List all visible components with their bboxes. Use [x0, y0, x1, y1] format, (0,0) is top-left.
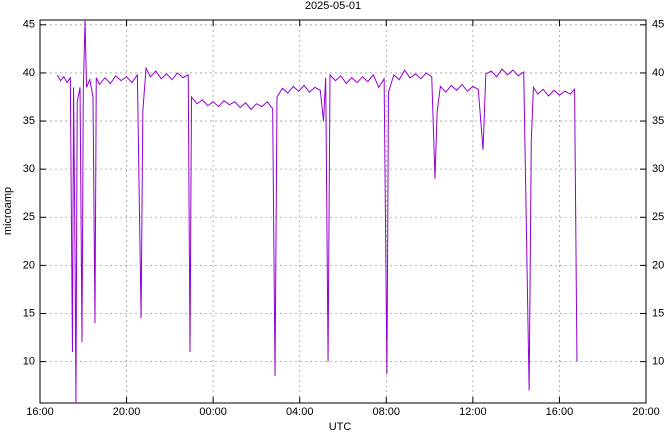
y-tick-label: 15	[23, 307, 35, 319]
data-line	[56, 19, 578, 404]
y-tick-label: 20	[23, 259, 35, 271]
y-tick-label: 25	[23, 211, 35, 223]
y-tick-label: 10	[23, 356, 35, 368]
x-tick-label: 16:00	[26, 406, 54, 418]
x-tick-label: 20:00	[632, 406, 660, 418]
y2-tick-label: 25	[652, 211, 664, 223]
y2-tick-label: 10	[652, 356, 664, 368]
y2-tick-label: 40	[652, 67, 664, 79]
y2-tick-label: 15	[652, 307, 664, 319]
x-tick-label: 16:00	[546, 406, 574, 418]
y-axis-label: microamp	[2, 187, 14, 235]
plot-border	[39, 19, 647, 404]
chart-title: 2025-05-01	[305, 0, 361, 12]
y2-tick-label: 30	[652, 163, 664, 175]
x-tick-label: 20:00	[113, 406, 141, 418]
y2-tick-label: 45	[652, 19, 664, 31]
y-tick-label: 35	[23, 115, 35, 127]
x-tick-label: 04:00	[286, 406, 314, 418]
y-tick-label: 30	[23, 163, 35, 175]
x-axis-label: UTC	[329, 421, 352, 432]
y2-tick-label: 35	[652, 115, 664, 127]
y-tick-label: 40	[23, 67, 35, 79]
x-tick-label: 08:00	[373, 406, 401, 418]
y-tick-label: 45	[23, 19, 35, 31]
x-tick-label: 12:00	[459, 406, 487, 418]
x-tick-label: 00:00	[199, 406, 227, 418]
y2-tick-label: 20	[652, 259, 664, 271]
